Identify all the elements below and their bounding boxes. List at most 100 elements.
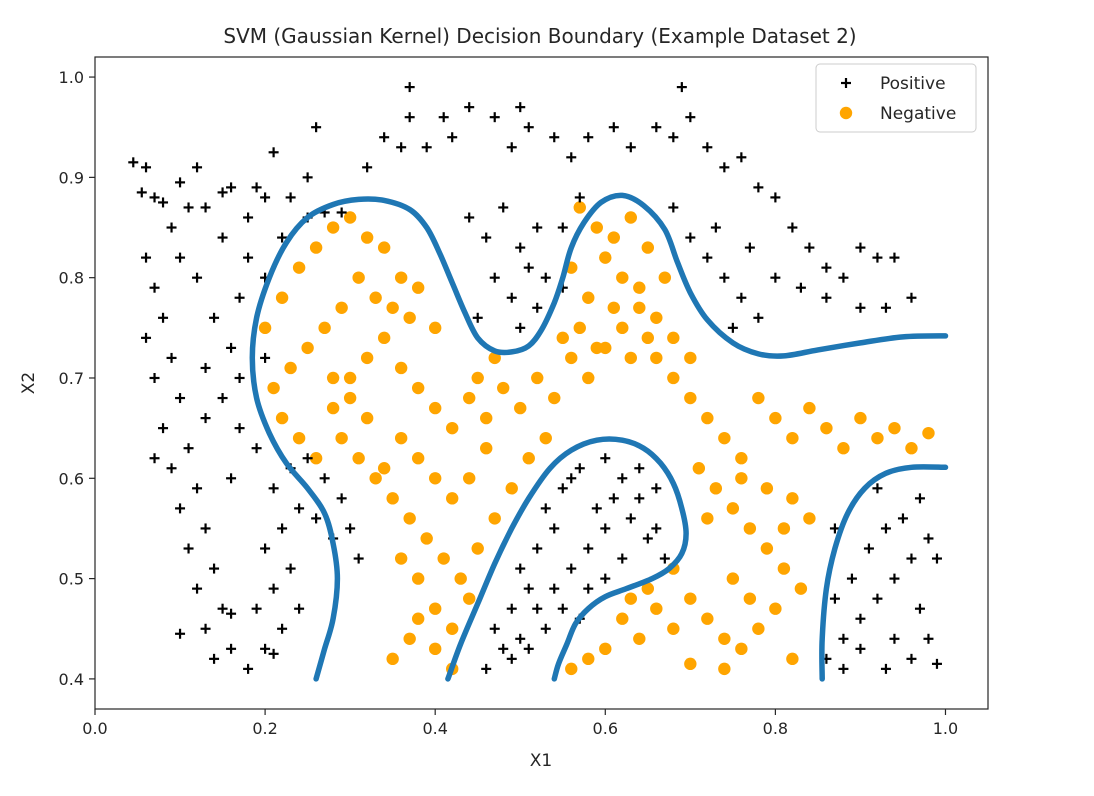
- negative-point: [684, 657, 697, 671]
- positive-point: [136, 187, 147, 198]
- positive-point: [128, 157, 139, 168]
- negative-point: [471, 542, 484, 555]
- positive-point: [515, 322, 526, 333]
- boundary-curve: [249, 192, 949, 682]
- positive-point: [880, 663, 891, 674]
- negative-point: [650, 351, 663, 365]
- positive-point: [175, 177, 186, 188]
- positive-point: [226, 182, 237, 193]
- positive-point: [234, 292, 245, 303]
- positive-point: [294, 603, 305, 614]
- negative-point: [684, 391, 697, 405]
- positive-point: [702, 252, 713, 263]
- positive-point: [855, 302, 866, 313]
- negative-point: [497, 381, 510, 395]
- negative-point: [488, 512, 501, 525]
- positive-point: [515, 242, 526, 253]
- positive-point: [200, 202, 211, 213]
- positive-point: [302, 172, 313, 183]
- negative-point: [352, 271, 365, 284]
- positive-point: [838, 663, 849, 674]
- positive-point: [523, 643, 534, 654]
- negative-point: [837, 442, 850, 455]
- negative-point: [599, 251, 612, 264]
- negative-point: [267, 381, 280, 395]
- positive-point: [744, 242, 755, 253]
- positive-point: [183, 443, 194, 454]
- negative-point: [386, 492, 399, 505]
- negative-point: [335, 431, 348, 445]
- positive-point: [226, 608, 237, 619]
- positive-point: [753, 312, 764, 323]
- positive-point: [166, 352, 177, 363]
- negative-point: [360, 231, 374, 244]
- negative-point: [573, 201, 586, 214]
- negative-point: [343, 211, 357, 224]
- positive-point: [311, 122, 322, 133]
- positive-point: [838, 633, 849, 644]
- positive-point: [421, 142, 432, 153]
- negative-point: [726, 572, 740, 585]
- positive-point: [523, 583, 534, 594]
- negative-point: [565, 351, 578, 365]
- positive-point: [906, 653, 917, 664]
- negative-point: [548, 391, 561, 405]
- y-tick-label: 1.0: [59, 68, 84, 87]
- positive-point: [804, 242, 815, 253]
- negative-point: [735, 642, 748, 656]
- positive-point: [506, 142, 517, 153]
- positive-point: [489, 272, 500, 283]
- x-tick-label: 0.8: [763, 719, 788, 738]
- negative-point: [641, 241, 655, 254]
- positive-point: [175, 252, 186, 263]
- positive-point: [141, 162, 152, 173]
- positive-point: [787, 222, 798, 233]
- negative-point: [369, 291, 382, 304]
- negative-point: [650, 602, 663, 615]
- negative-point: [531, 371, 544, 385]
- negative-point: [556, 331, 569, 345]
- negative-point: [377, 462, 391, 475]
- negative-point: [709, 482, 723, 495]
- positive-point: [294, 503, 305, 514]
- positive-point: [634, 463, 645, 474]
- positive-point: [719, 162, 730, 173]
- negative-point: [428, 472, 442, 485]
- negative-point: [726, 502, 740, 515]
- legend-negative-label: Negative: [880, 104, 956, 124]
- negative-point: [786, 652, 799, 666]
- positive-point: [914, 493, 925, 504]
- positive-point: [880, 523, 891, 534]
- negative-point: [326, 371, 340, 385]
- negative-point: [505, 482, 518, 495]
- positive-point: [625, 142, 636, 153]
- positive-point: [336, 207, 347, 218]
- positive-point: [617, 473, 628, 484]
- positive-point: [217, 232, 228, 243]
- negative-point: [275, 411, 289, 425]
- positive-point: [285, 192, 296, 203]
- negative-point: [735, 472, 748, 485]
- positive-point: [200, 523, 211, 534]
- positive-point: [158, 312, 169, 323]
- negative-point: [701, 512, 714, 525]
- positive-point: [557, 483, 568, 494]
- positive-point: [260, 192, 271, 203]
- positive-point: [625, 513, 636, 524]
- positive-point: [243, 212, 254, 223]
- negative-point: [624, 351, 637, 365]
- chart-title: SVM (Gaussian Kernel) Decision Boundary …: [223, 24, 856, 48]
- positive-point: [753, 182, 764, 193]
- positive-point: [277, 232, 288, 243]
- negative-point: [403, 632, 416, 645]
- positive-point: [608, 493, 619, 504]
- positive-point: [149, 453, 160, 464]
- positive-point: [217, 603, 228, 614]
- positive-point: [736, 152, 747, 163]
- negative-point: [820, 421, 833, 435]
- positive-point: [209, 563, 220, 574]
- negative-point: [309, 452, 323, 465]
- y-tick-label: 0.4: [59, 670, 84, 689]
- x-axis-title: X1: [530, 751, 552, 771]
